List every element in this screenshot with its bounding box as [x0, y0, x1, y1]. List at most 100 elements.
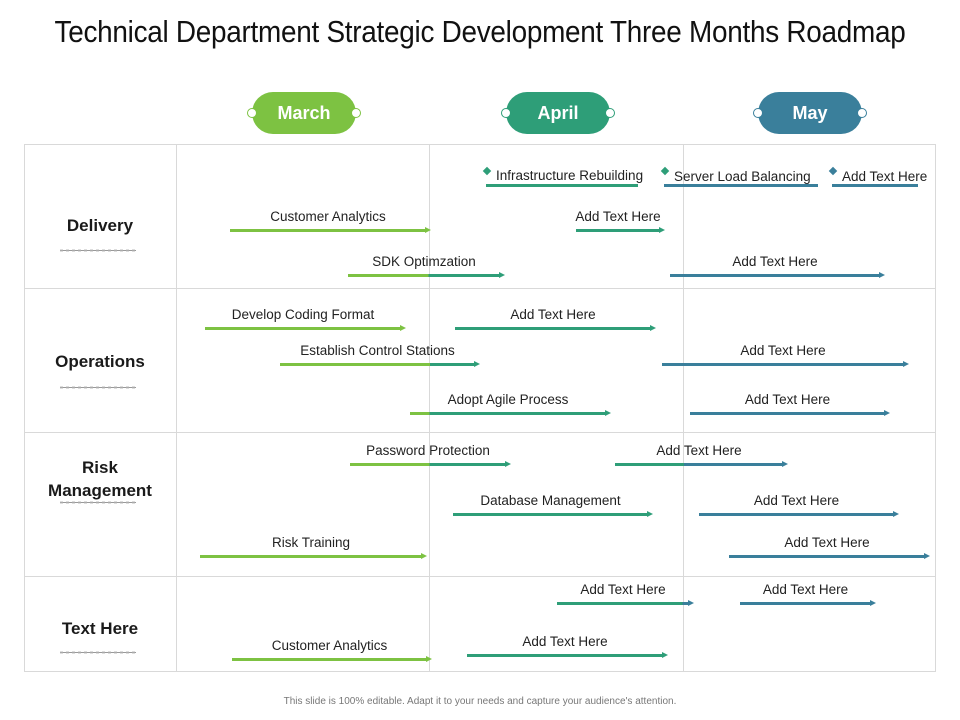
row-label-underline	[60, 501, 136, 504]
task-bar	[350, 463, 506, 466]
arrow-head	[879, 272, 885, 278]
task-server-load-balancing: Server Load Balancing	[660, 166, 818, 187]
task-add-text: Add Text Here	[670, 254, 885, 278]
arrow-head	[662, 652, 668, 658]
task-risk-training: Risk Training	[200, 535, 427, 559]
task-label: Add Text Here	[580, 582, 666, 597]
task-infrastructure-rebuilding: Infrastructure Rebuilding	[482, 166, 643, 187]
pill-connector-dot	[753, 108, 763, 118]
task-label: Password Protection	[366, 443, 490, 458]
task-bar	[699, 513, 894, 516]
task-bar	[670, 274, 880, 277]
task-label: Add Text Here	[510, 307, 596, 322]
task-bar	[230, 229, 426, 232]
arrow-head	[505, 461, 511, 467]
task-bar	[232, 658, 427, 661]
footer-note: This slide is 100% editable. Adapt it to…	[283, 696, 677, 707]
task-bar	[455, 327, 651, 330]
task-label: Add Text Here	[762, 582, 849, 597]
task-customer-analytics: Customer Analytics	[230, 209, 431, 233]
row-label-operations: Operations	[55, 352, 145, 371]
task-bar	[729, 555, 925, 558]
task-label: Add Text Here	[842, 169, 928, 184]
task-label: Establish Control Stations	[300, 343, 455, 358]
task-bar	[615, 463, 783, 466]
task-label: Customer Analytics	[271, 638, 388, 653]
month-may-pill: May	[753, 92, 867, 134]
task-label: Add Text Here	[753, 493, 840, 508]
task-add-text: Add Text Here	[557, 582, 694, 606]
task-add-text: Add Text Here	[662, 343, 909, 367]
grid-divider	[429, 144, 430, 672]
task-label: Add Text Here	[656, 443, 742, 458]
grid-divider	[24, 288, 936, 289]
task-label: Server Load Balancing	[674, 169, 811, 184]
task-label: Risk Training	[271, 535, 351, 550]
arrow-head	[688, 600, 694, 606]
arrow-head	[421, 553, 427, 559]
task-label: Add Text Here	[522, 634, 608, 649]
row-label-delivery: Delivery	[66, 216, 134, 235]
month-march-pill: March	[247, 92, 361, 134]
task-password-protection: Password Protection	[350, 443, 511, 467]
task-add-text: Add Text Here	[740, 582, 876, 606]
task-add-text: Add Text Here	[575, 209, 665, 233]
arrow-head	[647, 511, 653, 517]
task-label: Customer Analytics	[270, 209, 386, 224]
arrow-head	[426, 656, 432, 662]
task-bar	[557, 602, 689, 605]
arrow-head	[474, 361, 480, 367]
month-label: March	[277, 102, 331, 123]
task-add-text: Add Text Here	[690, 392, 890, 416]
month-april-pill: April	[501, 92, 615, 134]
page-title: Technical Department Strategic Developme…	[54, 14, 906, 49]
task-label: SDK Optimzation	[372, 254, 476, 269]
row-label-underline	[60, 386, 136, 389]
grid-divider	[24, 432, 936, 433]
task-add-text: Add Text Here	[455, 307, 656, 331]
month-label: May	[792, 102, 828, 123]
pill-connector-dot	[501, 108, 511, 118]
task-label: Adopt Agile Process	[447, 392, 569, 407]
grid-divider	[176, 144, 177, 672]
task-add-text: Add Text Here	[467, 634, 668, 658]
arrow-head	[400, 325, 406, 331]
arrow-head	[499, 272, 505, 278]
task-bar	[690, 412, 885, 415]
task-bar	[410, 412, 606, 415]
task-add-text: Add Text Here	[699, 493, 899, 517]
arrow-head	[659, 227, 665, 233]
row-label-underline	[60, 249, 136, 252]
arrow-head	[884, 410, 890, 416]
task-bar	[280, 363, 475, 366]
task-bar	[348, 274, 500, 277]
row-label-underline	[60, 651, 136, 654]
arrow-head	[605, 410, 611, 416]
arrow-head	[893, 511, 899, 517]
task-sdk-optimization: SDK Optimzation	[348, 254, 505, 278]
task-label: Database Management	[480, 493, 621, 508]
task-bar	[576, 229, 660, 232]
task-bar	[453, 513, 648, 516]
pill-connector-dot	[857, 108, 867, 118]
arrow-head	[924, 553, 930, 559]
task-add-text: Add Text Here	[729, 535, 930, 559]
arrow-head	[650, 325, 656, 331]
arrow-head	[425, 227, 431, 233]
task-bar	[664, 184, 818, 187]
pill-connector-dot	[247, 108, 257, 118]
task-label: Add Text Here	[744, 392, 831, 407]
task-database-management: Database Management	[453, 493, 653, 517]
pill-connector-dot	[351, 108, 361, 118]
grid-divider	[683, 144, 684, 672]
task-label: Add Text Here	[784, 535, 870, 550]
task-establish-control-stations: Establish Control Stations	[280, 343, 480, 367]
arrow-head	[782, 461, 788, 467]
task-label: Add Text Here	[740, 343, 826, 358]
month-label: April	[537, 102, 579, 123]
task-label: Infrastructure Rebuilding	[496, 168, 644, 183]
task-adopt-agile-process: Adopt Agile Process	[410, 392, 611, 416]
task-bar	[467, 654, 663, 657]
task-bar	[205, 327, 401, 330]
task-label: Add Text Here	[732, 254, 818, 269]
